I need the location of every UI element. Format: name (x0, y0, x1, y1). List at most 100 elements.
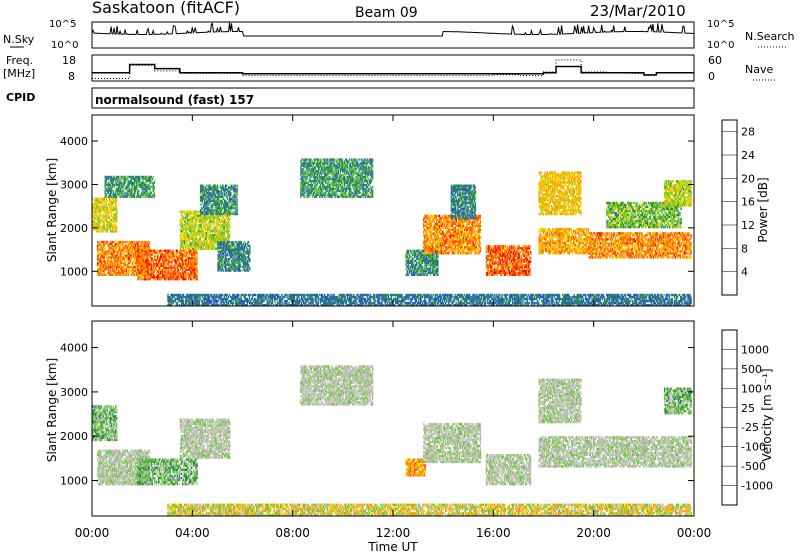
data-cell (150, 175, 152, 179)
data-cell (309, 185, 311, 189)
data-cell (215, 239, 217, 243)
data-cell (202, 224, 205, 227)
data-cell (224, 258, 227, 261)
data-cell (103, 205, 105, 208)
data-cell (94, 203, 96, 206)
data-cell (136, 252, 138, 255)
data-cell (178, 270, 181, 273)
data-cell (171, 262, 173, 266)
data-cell (197, 232, 199, 235)
nave-tick-bottom: 0 (708, 70, 715, 83)
data-cell (100, 246, 102, 249)
data-cell (160, 268, 162, 271)
data-cell (219, 228, 221, 231)
data-cell (310, 181, 312, 185)
data-cell (99, 224, 101, 227)
data-cell (243, 259, 246, 263)
data-cell (340, 160, 343, 163)
data-cell (153, 251, 156, 254)
data-cell (366, 162, 369, 165)
data-cell (339, 170, 342, 173)
data-cell (300, 166, 302, 169)
data-cell (123, 267, 125, 271)
data-cell (327, 181, 329, 185)
data-cell (407, 273, 410, 276)
data-cell (323, 179, 325, 183)
data-cell (150, 179, 152, 183)
data-cell (209, 226, 211, 229)
data-cell (300, 189, 302, 193)
data-cell (179, 272, 182, 275)
data-cell (181, 222, 184, 225)
data-cell (347, 170, 349, 173)
data-cell (140, 272, 142, 275)
data-cell (218, 242, 220, 246)
data-cell (208, 230, 210, 233)
data-cell (211, 239, 213, 243)
data-cell (238, 248, 240, 251)
data-cell (123, 260, 125, 263)
data-cell (138, 269, 140, 273)
data-cell (335, 160, 337, 163)
data-cell (315, 189, 318, 193)
data-cell (344, 158, 347, 161)
data-cell (154, 262, 157, 266)
data-cell (126, 195, 128, 198)
data-cell (156, 264, 159, 268)
data-cell (123, 195, 125, 198)
data-cell (194, 274, 196, 277)
data-cell (211, 212, 213, 216)
data-cell (224, 188, 227, 191)
data-cell (97, 264, 99, 267)
data-cell (361, 174, 363, 177)
data-cell (113, 264, 116, 267)
data-cell (338, 179, 340, 183)
data-cell (188, 255, 190, 258)
data-cell (106, 262, 108, 265)
data-cell (181, 249, 184, 252)
data-cell (187, 262, 189, 266)
data-cell (227, 212, 230, 215)
data-cell (208, 211, 210, 214)
data-cell (131, 195, 134, 198)
data-cell (193, 251, 195, 254)
data-cell (303, 187, 305, 191)
data-cell (235, 267, 237, 270)
data-cell (192, 272, 194, 275)
data-cell (187, 210, 189, 213)
data-cell (107, 187, 110, 190)
data-cell (109, 189, 112, 192)
data-cell (202, 233, 205, 237)
data-cell (215, 237, 217, 241)
data-cell (224, 194, 227, 197)
data-cell (360, 166, 362, 169)
data-cell (350, 176, 352, 179)
data-cell (132, 246, 135, 249)
data-cell (217, 214, 219, 217)
data-cell (330, 164, 332, 167)
data-cell (108, 197, 111, 200)
data-cell (139, 276, 141, 279)
data-cell (331, 181, 333, 185)
data-cell (151, 251, 154, 254)
data-cell (105, 266, 107, 269)
data-cell (121, 191, 123, 194)
data-cell (216, 188, 218, 191)
data-cell (214, 230, 216, 233)
data-cell (121, 266, 123, 269)
data-cell (149, 278, 151, 281)
data-cell (342, 195, 345, 198)
data-cell (340, 168, 343, 171)
data-cell (224, 244, 227, 247)
data-cell (141, 255, 143, 258)
data-cell (230, 263, 232, 266)
data-cell (247, 240, 250, 244)
data-cell (231, 240, 233, 244)
data-cell (123, 256, 125, 259)
data-cell (208, 194, 210, 197)
data-cell (153, 259, 156, 262)
data-cell (139, 179, 141, 183)
data-cell (100, 228, 102, 231)
data-cell (109, 175, 112, 179)
data-cell (146, 257, 148, 260)
